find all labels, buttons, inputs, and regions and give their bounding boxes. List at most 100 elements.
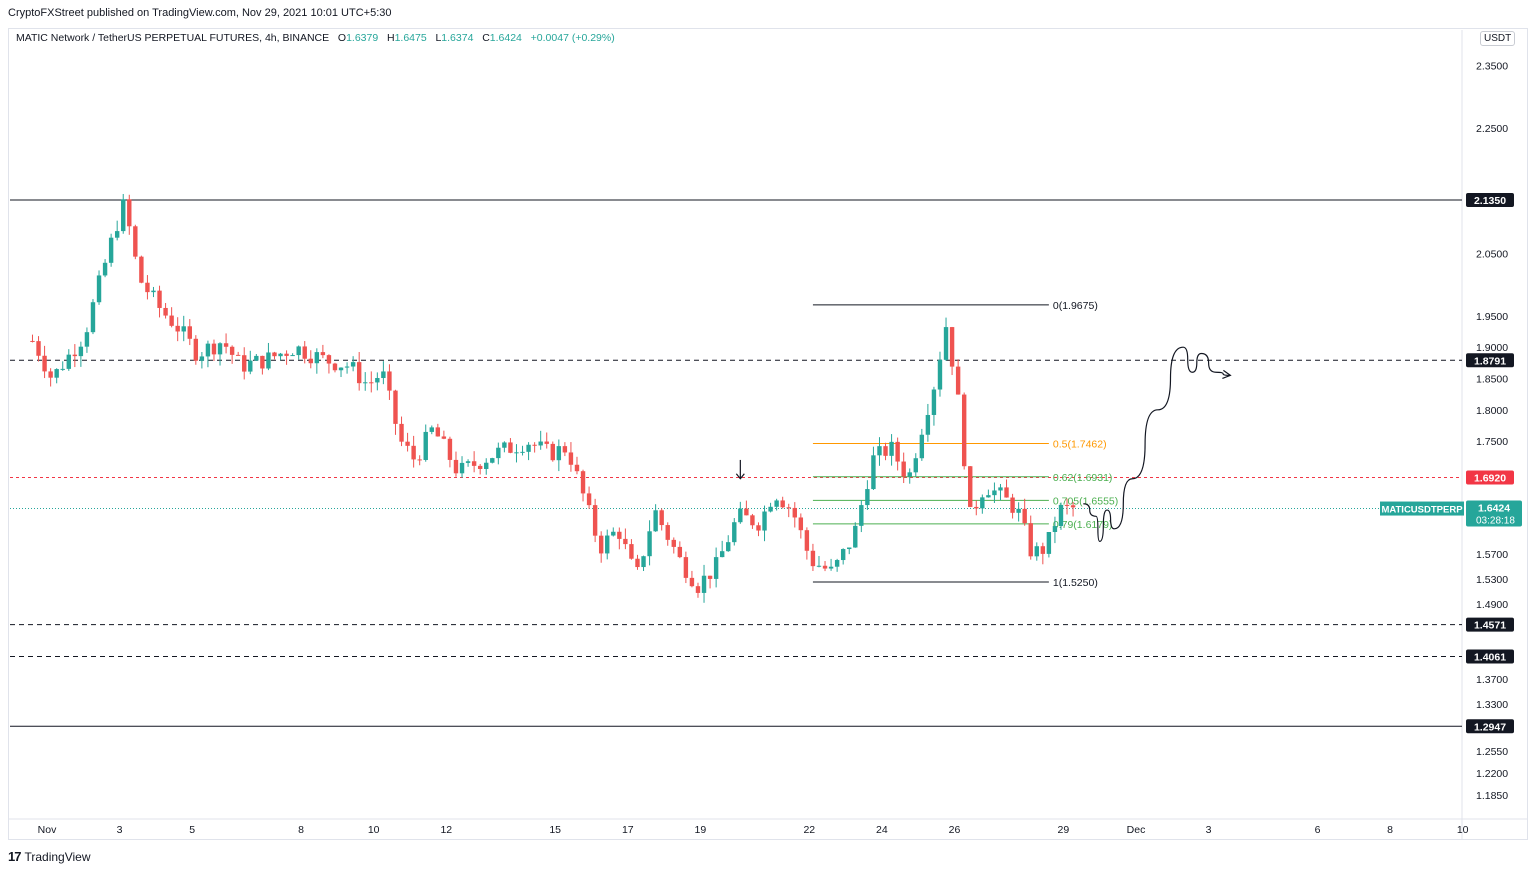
candle-body [266,352,271,369]
candle-body [738,508,743,523]
footer: 17 TradingView [8,849,91,864]
candle-body [133,226,138,257]
fib-level-label: 0.5(1.7462) [1053,439,1107,451]
candle-body [931,389,937,415]
candle-body [145,282,150,293]
candle-body [605,535,610,554]
candle-body [1022,508,1027,524]
candle-body [568,452,574,465]
candle-body [490,458,495,463]
candle-body [1070,505,1076,508]
candle-body [635,558,640,568]
candle-body [986,495,991,498]
candle-body [665,525,670,540]
candle-body [72,354,78,357]
candle-body [792,507,797,518]
footer-brand: TradingView [24,849,91,864]
candle-body [647,531,652,557]
candle-body [1040,546,1046,554]
high-label: H [386,32,395,44]
candle-body [1034,546,1039,557]
candle-body [447,438,453,460]
candle-body [326,355,332,364]
candle-body [169,315,174,326]
candle-body [157,290,162,308]
candle-body [937,359,943,390]
candle-body [54,369,59,378]
candle-body [217,343,223,355]
candle-body [556,446,562,461]
x-tick-label: 17 [622,824,634,836]
x-tick-label: 3 [1206,824,1212,836]
candle-body [78,346,84,357]
y-tick-label: 1.5300 [1476,574,1508,586]
candle-body [865,489,870,506]
candle-body [847,547,852,550]
candle-body [211,343,217,355]
currency-badge[interactable]: USDT [1480,31,1516,46]
candle-body [235,354,241,356]
y-tick-label: 1.2550 [1476,746,1508,758]
candle-body [961,394,967,467]
candle-body [423,431,428,461]
x-tick-label: Nov [38,824,57,836]
price-level-label: 2.1350 [1474,195,1506,207]
candle-body [538,441,543,446]
candle-body [399,423,404,442]
price-level-label: 1.8791 [1474,355,1506,367]
candle-body [260,355,265,369]
low-label: L [435,32,442,44]
candle-body [943,327,949,360]
candle-body [520,451,525,453]
candle-body [641,556,646,568]
candle-body [980,497,985,509]
candle-body [320,352,326,356]
candle-body [659,510,664,526]
open-label: O [337,32,347,44]
x-tick-label: 24 [876,824,888,836]
candle-body [804,530,810,551]
candle-body [278,353,283,357]
candle-body [780,500,785,508]
candle-body [332,363,338,371]
x-tick-label: 10 [1457,824,1469,836]
candle-body [96,275,102,303]
candle-body [955,366,961,395]
candle-body [580,471,586,494]
x-tick-label: 26 [949,824,961,836]
fib-level-label: 0(1.9675) [1053,300,1098,312]
fib-level-label: 0.62(1.6931) [1053,472,1113,484]
candle-body [1010,497,1015,513]
x-tick-label: 12 [440,824,452,836]
candle-body [744,508,749,516]
candle-body [193,338,199,361]
candle-body [774,500,779,507]
candle-body [459,462,465,474]
candle-body [586,493,592,506]
candle-body [629,544,634,559]
candle-body [992,490,997,496]
y-tick-label: 1.9500 [1476,311,1508,323]
y-tick-label: 1.7500 [1476,436,1508,448]
candle-body [671,539,676,547]
price-level-tag [1466,617,1514,632]
candle-body [719,551,725,558]
candle-body [1004,487,1009,498]
candle-body [127,199,132,227]
y-tick-label: 1.2200 [1476,768,1508,780]
candle-body [611,531,616,536]
price-level-label: 1.2947 [1474,721,1506,733]
symbol-description: MATIC Network / TetherUS PERPETUAL FUTUR… [16,32,330,44]
candle-body [840,549,846,561]
change-value: +0.0047 (+0.29%) [530,32,615,44]
arrow-marker-head [735,473,745,480]
price-level-tag [1466,353,1514,368]
candle-body [48,371,53,378]
candle-body [853,525,858,548]
candle-body [484,462,489,469]
candle-body [726,542,731,552]
candle-body [544,441,549,444]
candle-body [707,575,713,579]
candle-body [623,538,628,545]
